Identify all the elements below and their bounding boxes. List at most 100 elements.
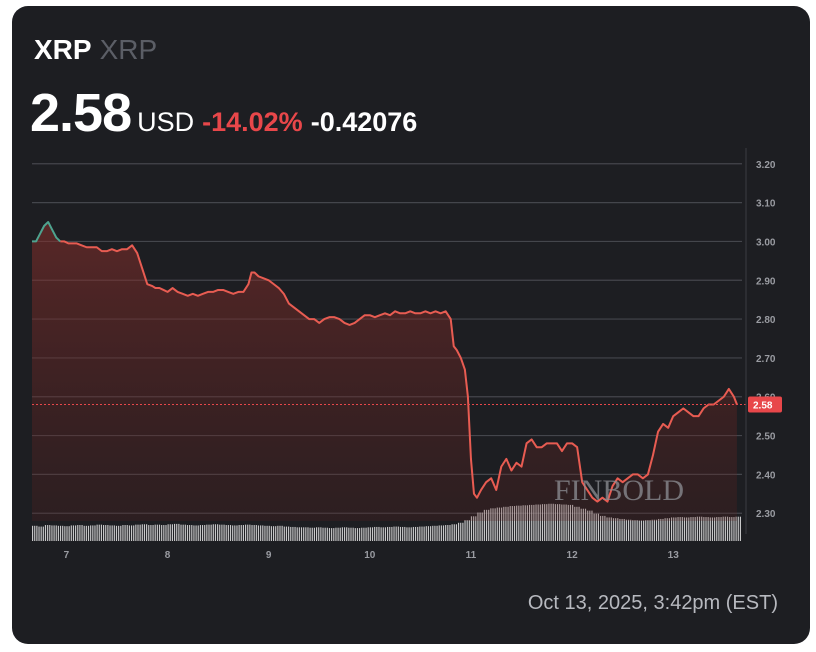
volume-bar bbox=[296, 527, 298, 541]
volume-bar bbox=[204, 525, 206, 541]
volume-bar bbox=[376, 526, 378, 541]
volume-bar bbox=[87, 525, 90, 541]
volume-bar bbox=[371, 527, 374, 541]
volume-bar bbox=[615, 518, 617, 541]
volume-bar bbox=[520, 505, 522, 541]
volume-bar bbox=[664, 518, 666, 541]
volume-bar bbox=[245, 524, 247, 541]
volume-bar bbox=[621, 518, 623, 541]
percent-change: -14.02% bbox=[202, 107, 303, 137]
volume-bar bbox=[529, 504, 531, 541]
volume-bar bbox=[217, 524, 219, 541]
volume-bar bbox=[47, 525, 49, 541]
volume-bar bbox=[690, 517, 692, 541]
volume-bar bbox=[100, 524, 102, 541]
volume-bar bbox=[402, 526, 404, 541]
x-tick-label: 8 bbox=[165, 550, 171, 561]
volume-bar bbox=[335, 527, 337, 541]
price-line bbox=[32, 221, 738, 503]
volume-bar bbox=[354, 528, 356, 541]
volume-bar bbox=[724, 516, 726, 541]
volume-bar bbox=[365, 527, 367, 541]
y-tick-label: 2.70 bbox=[756, 354, 776, 365]
volume-bar bbox=[735, 516, 737, 541]
y-tick-label: 2.30 bbox=[756, 509, 776, 520]
volume-bar bbox=[595, 513, 597, 541]
volume-bar bbox=[167, 524, 169, 541]
volume-bar bbox=[533, 504, 535, 541]
y-axis: 2.302.402.502.602.702.802.903.003.103.20 bbox=[745, 148, 776, 534]
price-line-down bbox=[60, 240, 738, 503]
volume-bar bbox=[303, 527, 305, 541]
price-chart: FINBOLD 2.302.402.502.602.702.802.903.00… bbox=[32, 148, 782, 561]
volume-bar bbox=[705, 517, 707, 541]
volume-bar bbox=[387, 526, 389, 541]
y-tick-label: 2.90 bbox=[756, 276, 776, 287]
volume-bar bbox=[498, 507, 501, 541]
volume-bar bbox=[98, 524, 100, 541]
asset-name: XRP bbox=[99, 34, 158, 65]
volume-bar bbox=[374, 526, 376, 541]
volume-bar bbox=[206, 524, 208, 541]
volume-bar bbox=[563, 504, 565, 541]
volume-bar bbox=[38, 526, 40, 541]
volume-bar bbox=[716, 517, 718, 541]
volume-bar bbox=[180, 524, 182, 541]
volume-bar bbox=[255, 525, 257, 541]
volume-bar bbox=[290, 526, 292, 541]
volume-bar bbox=[408, 527, 410, 541]
volume-bar bbox=[247, 524, 249, 541]
volume-bar bbox=[288, 526, 290, 541]
volume-bar bbox=[143, 524, 146, 541]
volume-bars bbox=[32, 503, 741, 541]
y-tick-label: 2.80 bbox=[756, 315, 776, 326]
volume-bar bbox=[146, 524, 148, 541]
volume-bar bbox=[294, 526, 296, 541]
volume-bar bbox=[608, 517, 610, 541]
volume-bar bbox=[550, 503, 552, 541]
volume-bar bbox=[32, 525, 34, 541]
currency-label: USD bbox=[137, 107, 195, 137]
volume-bar bbox=[503, 506, 505, 541]
volume-bar bbox=[270, 526, 272, 541]
volume-bar bbox=[393, 526, 395, 541]
volume-bar bbox=[57, 525, 59, 541]
volume-bar bbox=[348, 527, 350, 541]
volume-bar bbox=[253, 525, 255, 541]
volume-bar bbox=[686, 517, 688, 541]
volume-bar bbox=[275, 526, 277, 541]
volume-bar bbox=[313, 527, 315, 541]
volume-bar bbox=[466, 520, 468, 541]
volume-bar bbox=[612, 518, 615, 541]
volume-bar bbox=[485, 509, 488, 541]
volume-bar bbox=[350, 527, 352, 541]
volume-bar bbox=[679, 517, 681, 541]
volume-bar bbox=[522, 505, 524, 541]
volume-bar bbox=[158, 524, 161, 541]
volume-bar bbox=[580, 508, 582, 541]
volume-bar bbox=[423, 526, 425, 541]
volume-bar bbox=[455, 524, 457, 541]
volume-bar bbox=[470, 516, 473, 541]
watermark-text: FINBOLD bbox=[554, 474, 684, 507]
volume-bar bbox=[94, 525, 96, 541]
y-tick-label: 3.00 bbox=[756, 237, 776, 248]
volume-bar bbox=[617, 518, 619, 541]
volume-bar bbox=[696, 516, 698, 541]
volume-bar bbox=[518, 505, 520, 541]
volume-bar bbox=[191, 525, 193, 541]
volume-bar bbox=[432, 525, 434, 541]
volume-bar bbox=[421, 526, 423, 541]
volume-bar bbox=[490, 508, 492, 541]
volume-bar bbox=[356, 528, 359, 541]
volume-bar bbox=[707, 517, 709, 541]
volume-bar bbox=[240, 525, 242, 541]
volume-bar bbox=[683, 517, 686, 541]
volume-bar bbox=[55, 525, 57, 541]
ticker-symbol: XRP bbox=[34, 34, 92, 65]
volume-bar bbox=[262, 525, 264, 541]
volume-bar bbox=[481, 512, 483, 541]
volume-bar bbox=[201, 525, 204, 541]
volume-bar bbox=[156, 524, 158, 541]
volume-bar bbox=[309, 527, 311, 541]
